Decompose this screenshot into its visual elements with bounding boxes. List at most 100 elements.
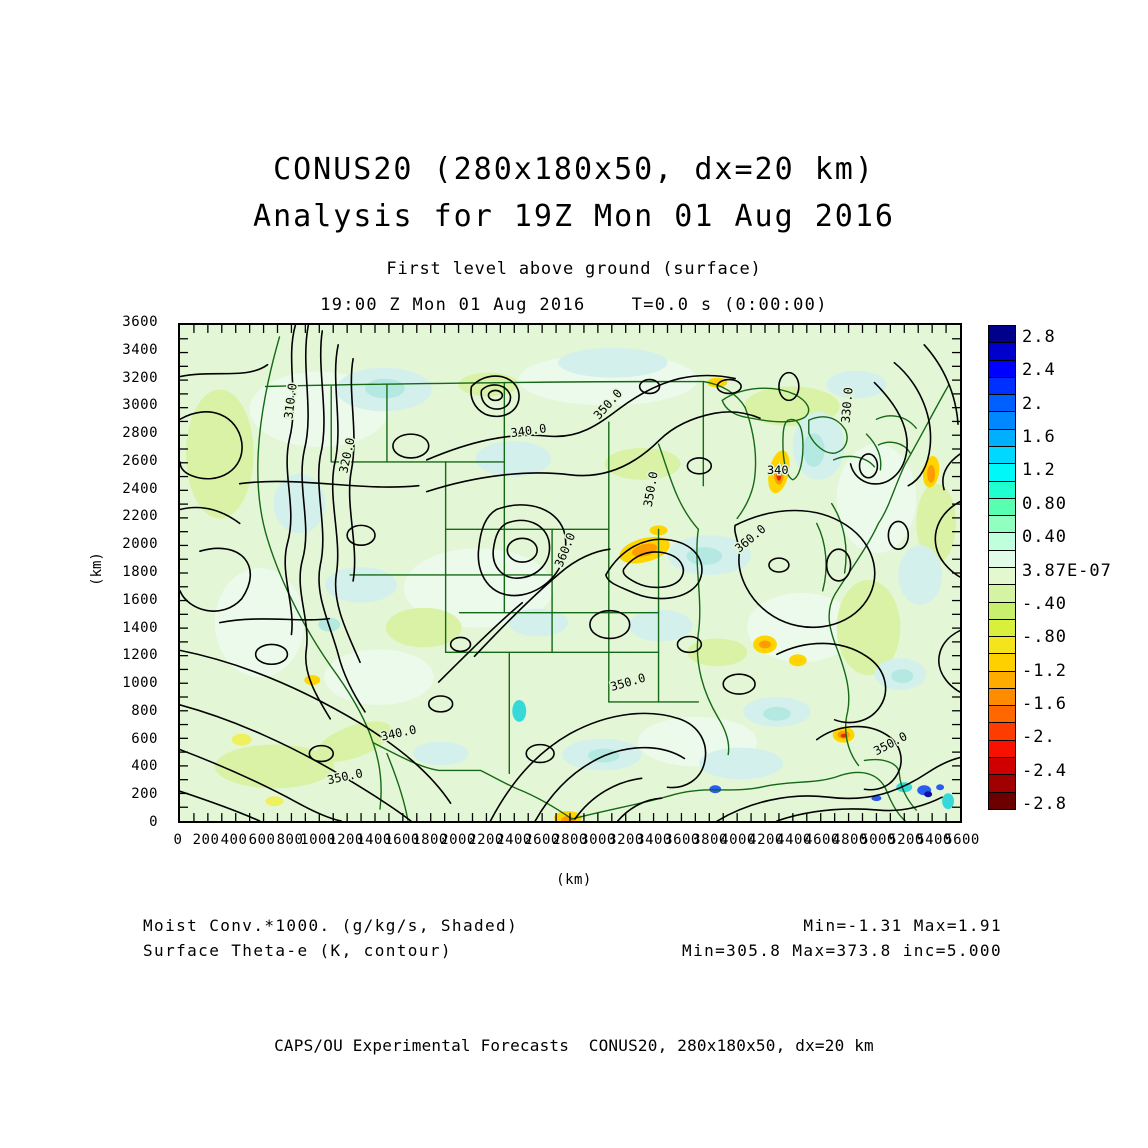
- field-stats: Min=-1.31 Max=1.91 Min=305.8 Max=373.8 in…: [682, 913, 1002, 963]
- title-line-2: Analysis for 19Z Mon 01 Aug 2016: [253, 199, 895, 234]
- shaded-field-caption: Moist Conv.*1000. (g/kg/s, Shaded): [143, 916, 519, 935]
- x-tick-label: 3000: [580, 832, 616, 848]
- colorbar-cell: [989, 567, 1015, 586]
- colorbar-cell: [989, 550, 1015, 568]
- shaded-field-stats: Min=-1.31 Max=1.91: [803, 916, 1002, 935]
- axis-tick-marks: [180, 325, 960, 821]
- colorbar-cell: [989, 533, 1015, 551]
- y-tick-label: 1000: [122, 675, 158, 692]
- credit-footer: CAPS/OU Experimental Forecasts CONUS20, …: [274, 1036, 874, 1055]
- x-axis-unit-label: (km): [556, 872, 592, 888]
- y-tick-label: 1400: [122, 619, 158, 636]
- y-tick-label: 2600: [122, 452, 158, 469]
- colorbar-cell: [989, 706, 1015, 724]
- colorbar-cell: [989, 516, 1015, 534]
- x-tick-label: 4200: [748, 832, 784, 848]
- x-tick-label: 3200: [608, 832, 644, 848]
- x-tick-label: 4000: [720, 832, 756, 848]
- colorbar-cell: [989, 395, 1015, 413]
- theta-e-contour-label: 330.0: [839, 387, 856, 424]
- colorbar-tick-label: 2.: [1022, 393, 1045, 414]
- x-tick-label: 2000: [440, 832, 476, 848]
- level-subtitle: First level above ground (surface): [386, 259, 762, 279]
- y-tick-label: 2800: [122, 425, 158, 442]
- valid-time-line: 19:00 Z Mon 01 Aug 2016 T=0.0 s (0:00:00…: [320, 295, 828, 315]
- x-tick-label: 1800: [412, 832, 448, 848]
- map-plot-area: 310.0 320.0 340.0 350.0 350.0 360.0 330.0 340 36…: [178, 323, 962, 823]
- conus-map-svg: 310.0320.0340.0350.0350.0360.0330.034036…: [180, 325, 960, 821]
- x-tick-label: 200: [192, 832, 220, 848]
- colorbar-cell: [989, 464, 1015, 482]
- colorbar-cell: [989, 792, 1015, 809]
- colorbar-cell: [989, 481, 1015, 499]
- x-tick-label: 2800: [552, 832, 588, 848]
- colorbar-cell: [989, 775, 1015, 793]
- x-tick-label: 600: [248, 832, 276, 848]
- colorbar-tick-label: 2.4: [1022, 360, 1056, 381]
- theta-e-contour-label: 340: [767, 463, 789, 477]
- x-tick-label: 5400: [916, 832, 952, 848]
- colorbar-tick-label: -2.: [1022, 727, 1056, 748]
- y-tick-label: 600: [131, 730, 158, 747]
- colorbar: [988, 325, 1016, 810]
- colorbar-tick-label: -1.2: [1022, 660, 1067, 681]
- x-tick-label: 1400: [356, 832, 392, 848]
- title-line-1: CONUS20 (280x180x50, dx=20 km): [273, 152, 875, 187]
- colorbar-cell: [989, 619, 1015, 638]
- theta-e-contour-label: 310.0: [281, 382, 299, 419]
- x-tick-label: 1000: [300, 832, 336, 848]
- x-tick-label: 1600: [384, 832, 420, 848]
- colorbar-cell: [989, 602, 1015, 620]
- y-tick-label: 3000: [122, 397, 158, 414]
- x-tick-label: 4600: [804, 832, 840, 848]
- y-tick-label: 2400: [122, 480, 158, 497]
- colorbar-tick-label: 1.6: [1022, 427, 1056, 448]
- figure-title: CONUS20 (280x180x50, dx=20 km) Analysis f…: [0, 146, 1148, 240]
- colorbar-tick-label: 0.40: [1022, 527, 1067, 548]
- x-tick-label: 3800: [692, 832, 728, 848]
- colorbar-cell: [989, 446, 1015, 465]
- y-tick-label: 3200: [122, 369, 158, 386]
- x-tick-label: 5000: [860, 832, 896, 848]
- colorbar-cell: [989, 740, 1015, 759]
- colorbar-tick-label: 2.8: [1022, 327, 1056, 347]
- y-tick-label: 2200: [122, 508, 158, 525]
- colorbar-cell: [989, 637, 1015, 655]
- colorbar-cell: [989, 326, 1015, 344]
- x-tick-label: 2400: [496, 832, 532, 848]
- colorbar-tick-label: -1.6: [1022, 693, 1067, 714]
- field-captions: Moist Conv.*1000. (g/kg/s, Shaded) Surfac…: [143, 913, 518, 963]
- x-tick-label: 3600: [664, 832, 700, 848]
- colorbar-cell: [989, 585, 1015, 603]
- colorbar-tick-label: 0.80: [1022, 493, 1067, 514]
- colorbar-tick-label: -.40: [1022, 593, 1067, 614]
- colorbar-tick-label: -2.8: [1022, 794, 1067, 814]
- y-tick-label: 400: [131, 758, 158, 775]
- y-tick-label: 3600: [122, 314, 158, 330]
- x-tick-label: 4800: [832, 832, 868, 848]
- geo-borders: [257, 336, 950, 821]
- y-tick-label: 0: [149, 814, 158, 830]
- colorbar-cell: [989, 377, 1015, 396]
- x-tick-label: 800: [276, 832, 304, 848]
- colorbar-cell: [989, 688, 1015, 707]
- x-tick-label: 5200: [888, 832, 924, 848]
- y-tick-label: 200: [131, 786, 158, 803]
- shaded-moisture-patches: [185, 347, 957, 821]
- x-tick-label: 0: [173, 832, 183, 848]
- colorbar-cell: [989, 671, 1015, 689]
- colorbar-cell: [989, 343, 1015, 361]
- x-tick-label: 400: [220, 832, 248, 848]
- colorbar-cell: [989, 654, 1015, 672]
- colorbar-tick-label: -.80: [1022, 627, 1067, 648]
- colorbar-tick-label: 3.87E-07: [1022, 560, 1112, 581]
- y-tick-label: 800: [131, 702, 158, 719]
- x-tick-label: 2200: [468, 832, 504, 848]
- theta-e-contour-label: 340.0: [510, 421, 547, 440]
- colorbar-cell: [989, 758, 1015, 776]
- x-tick-label: 5600: [944, 832, 980, 848]
- y-tick-label: 1200: [122, 647, 158, 664]
- y-tick-label: 2000: [122, 536, 158, 553]
- x-tick-label: 1200: [328, 832, 364, 848]
